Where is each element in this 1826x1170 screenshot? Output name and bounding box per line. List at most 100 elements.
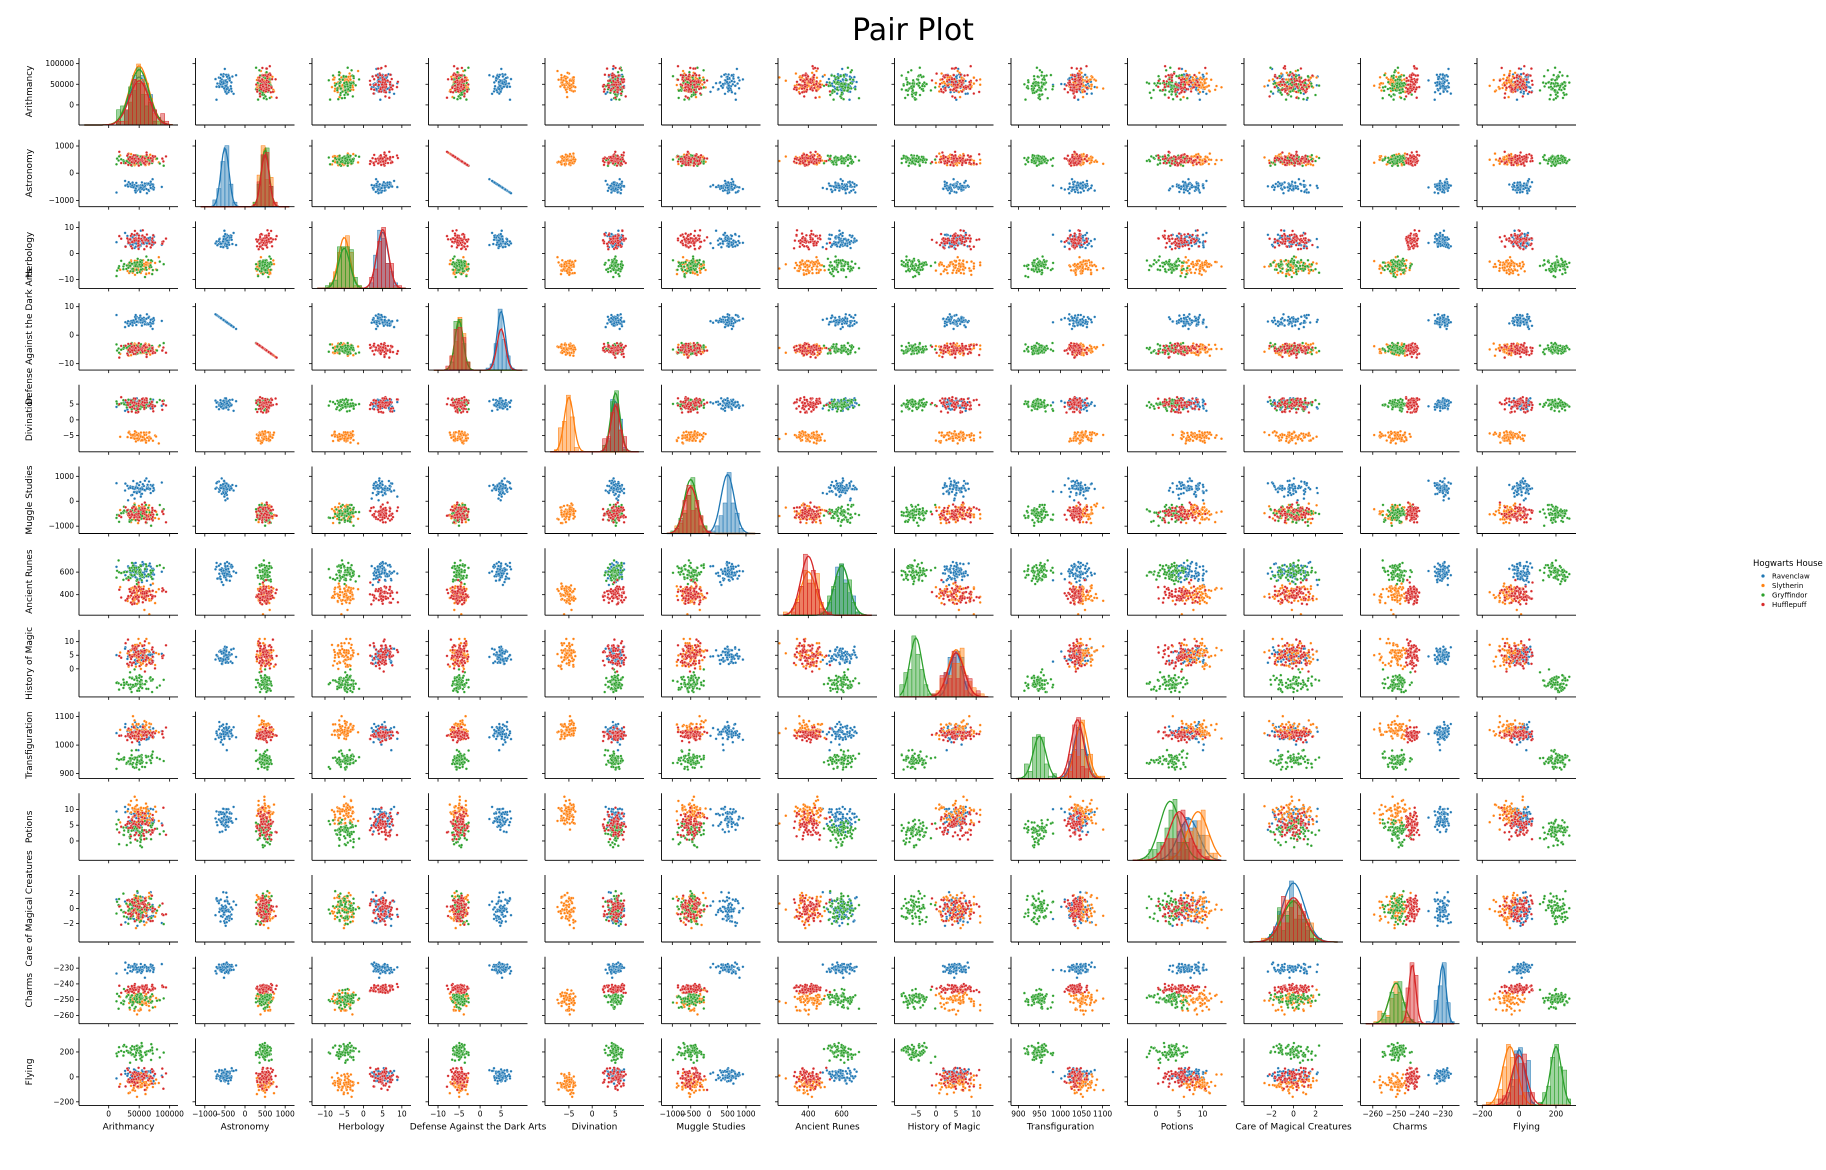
point-gryffindor bbox=[1394, 78, 1397, 82]
point-slytherin bbox=[1201, 83, 1205, 87]
point-ravenclaw bbox=[835, 92, 839, 96]
point-ravenclaw bbox=[730, 90, 734, 94]
point-ravenclaw bbox=[1436, 88, 1440, 92]
point-ravenclaw bbox=[123, 184, 127, 188]
point-slytherin bbox=[572, 75, 576, 79]
point-slytherin bbox=[1501, 77, 1505, 81]
point-hufflepuff bbox=[376, 75, 380, 79]
point-gryffindor bbox=[343, 161, 347, 165]
point-hufflepuff bbox=[1162, 79, 1166, 83]
point-ravenclaw bbox=[1519, 90, 1523, 94]
point-gryffindor bbox=[687, 70, 691, 74]
point-gryffindor bbox=[617, 98, 621, 102]
point-ravenclaw bbox=[606, 189, 610, 193]
point-ravenclaw bbox=[497, 87, 501, 91]
point-hufflepuff bbox=[265, 74, 269, 78]
point-slytherin bbox=[1502, 73, 1506, 77]
point-ravenclaw bbox=[492, 89, 496, 93]
point-hufflepuff bbox=[818, 85, 822, 89]
point-hufflepuff bbox=[958, 79, 962, 83]
point-ravenclaw bbox=[719, 84, 723, 88]
point-hufflepuff bbox=[254, 83, 258, 86]
subplot-0-7 bbox=[891, 58, 994, 128]
point-ravenclaw bbox=[375, 87, 379, 91]
point-slytherin bbox=[1493, 89, 1497, 93]
point-ravenclaw bbox=[221, 75, 225, 78]
point-hufflepuff bbox=[619, 92, 623, 95]
point-gryffindor bbox=[900, 87, 904, 91]
point-slytherin bbox=[784, 79, 788, 83]
point-ravenclaw bbox=[148, 183, 152, 187]
point-hufflepuff bbox=[383, 77, 386, 81]
point-gryffindor bbox=[340, 96, 344, 100]
point-gryffindor bbox=[254, 66, 258, 70]
point-hufflepuff bbox=[1167, 73, 1170, 77]
point-ravenclaw bbox=[487, 73, 491, 77]
point-hufflepuff bbox=[692, 88, 696, 92]
point-hufflepuff bbox=[379, 163, 383, 167]
point-hufflepuff bbox=[368, 162, 372, 166]
point-ravenclaw bbox=[1266, 84, 1270, 87]
point-ravenclaw bbox=[855, 80, 859, 84]
point-hufflepuff bbox=[702, 156, 706, 160]
point-gryffindor bbox=[343, 156, 347, 160]
point-hufflepuff bbox=[1530, 79, 1534, 83]
point-hufflepuff bbox=[1498, 79, 1502, 82]
point-ravenclaw bbox=[152, 188, 156, 191]
point-hufflepuff bbox=[795, 80, 799, 84]
point-ravenclaw bbox=[726, 77, 730, 81]
point-hufflepuff bbox=[1525, 73, 1528, 77]
point-ravenclaw bbox=[1076, 98, 1080, 102]
point-hufflepuff bbox=[1192, 85, 1196, 89]
point-ravenclaw bbox=[509, 77, 513, 81]
point-hufflepuff bbox=[395, 154, 399, 157]
point-hufflepuff bbox=[117, 150, 121, 154]
point-hufflepuff bbox=[1500, 66, 1504, 70]
y-tick-label: 50000 bbox=[50, 80, 74, 89]
point-ravenclaw bbox=[619, 191, 623, 195]
point-gryffindor bbox=[1289, 94, 1293, 98]
point-ravenclaw bbox=[1449, 92, 1453, 96]
point-gryffindor bbox=[1040, 85, 1044, 89]
point-hufflepuff bbox=[941, 90, 945, 94]
point-gryffindor bbox=[1284, 98, 1288, 102]
point-hufflepuff bbox=[1163, 64, 1167, 68]
point-gryffindor bbox=[1556, 91, 1560, 95]
point-gryffindor bbox=[906, 80, 910, 84]
point-slytherin bbox=[563, 162, 567, 166]
point-gryffindor bbox=[1299, 91, 1303, 95]
point-ravenclaw bbox=[1447, 85, 1451, 89]
point-gryffindor bbox=[849, 81, 852, 85]
point-gryffindor bbox=[327, 156, 331, 159]
point-gryffindor bbox=[849, 86, 853, 90]
point-gryffindor bbox=[1392, 98, 1396, 102]
point-slytherin bbox=[810, 71, 814, 75]
point-hufflepuff bbox=[258, 92, 262, 95]
point-hufflepuff bbox=[805, 77, 809, 81]
point-hufflepuff bbox=[379, 66, 383, 70]
point-hufflepuff bbox=[618, 67, 622, 70]
point-slytherin bbox=[571, 81, 575, 85]
point-hufflepuff bbox=[1070, 73, 1074, 77]
point-slytherin bbox=[1095, 85, 1099, 89]
point-hufflepuff bbox=[466, 83, 470, 86]
point-ravenclaw bbox=[392, 179, 396, 183]
point-gryffindor bbox=[339, 160, 343, 164]
point-slytherin bbox=[675, 83, 679, 87]
point-ravenclaw bbox=[375, 184, 379, 187]
point-slytherin bbox=[1197, 71, 1201, 75]
chart-title: Pair Plot bbox=[852, 13, 974, 48]
point-hufflepuff bbox=[1187, 83, 1191, 87]
point-hufflepuff bbox=[699, 86, 703, 90]
point-gryffindor bbox=[1383, 85, 1387, 89]
point-hufflepuff bbox=[1283, 64, 1287, 68]
point-ravenclaw bbox=[224, 84, 228, 88]
point-ravenclaw bbox=[1198, 98, 1202, 102]
point-ravenclaw bbox=[622, 184, 626, 188]
point-hufflepuff bbox=[264, 83, 268, 87]
point-gryffindor bbox=[857, 96, 861, 100]
point-hufflepuff bbox=[1283, 83, 1287, 86]
point-ravenclaw bbox=[493, 87, 497, 91]
point-hufflepuff bbox=[460, 78, 464, 82]
point-ravenclaw bbox=[1447, 67, 1450, 71]
